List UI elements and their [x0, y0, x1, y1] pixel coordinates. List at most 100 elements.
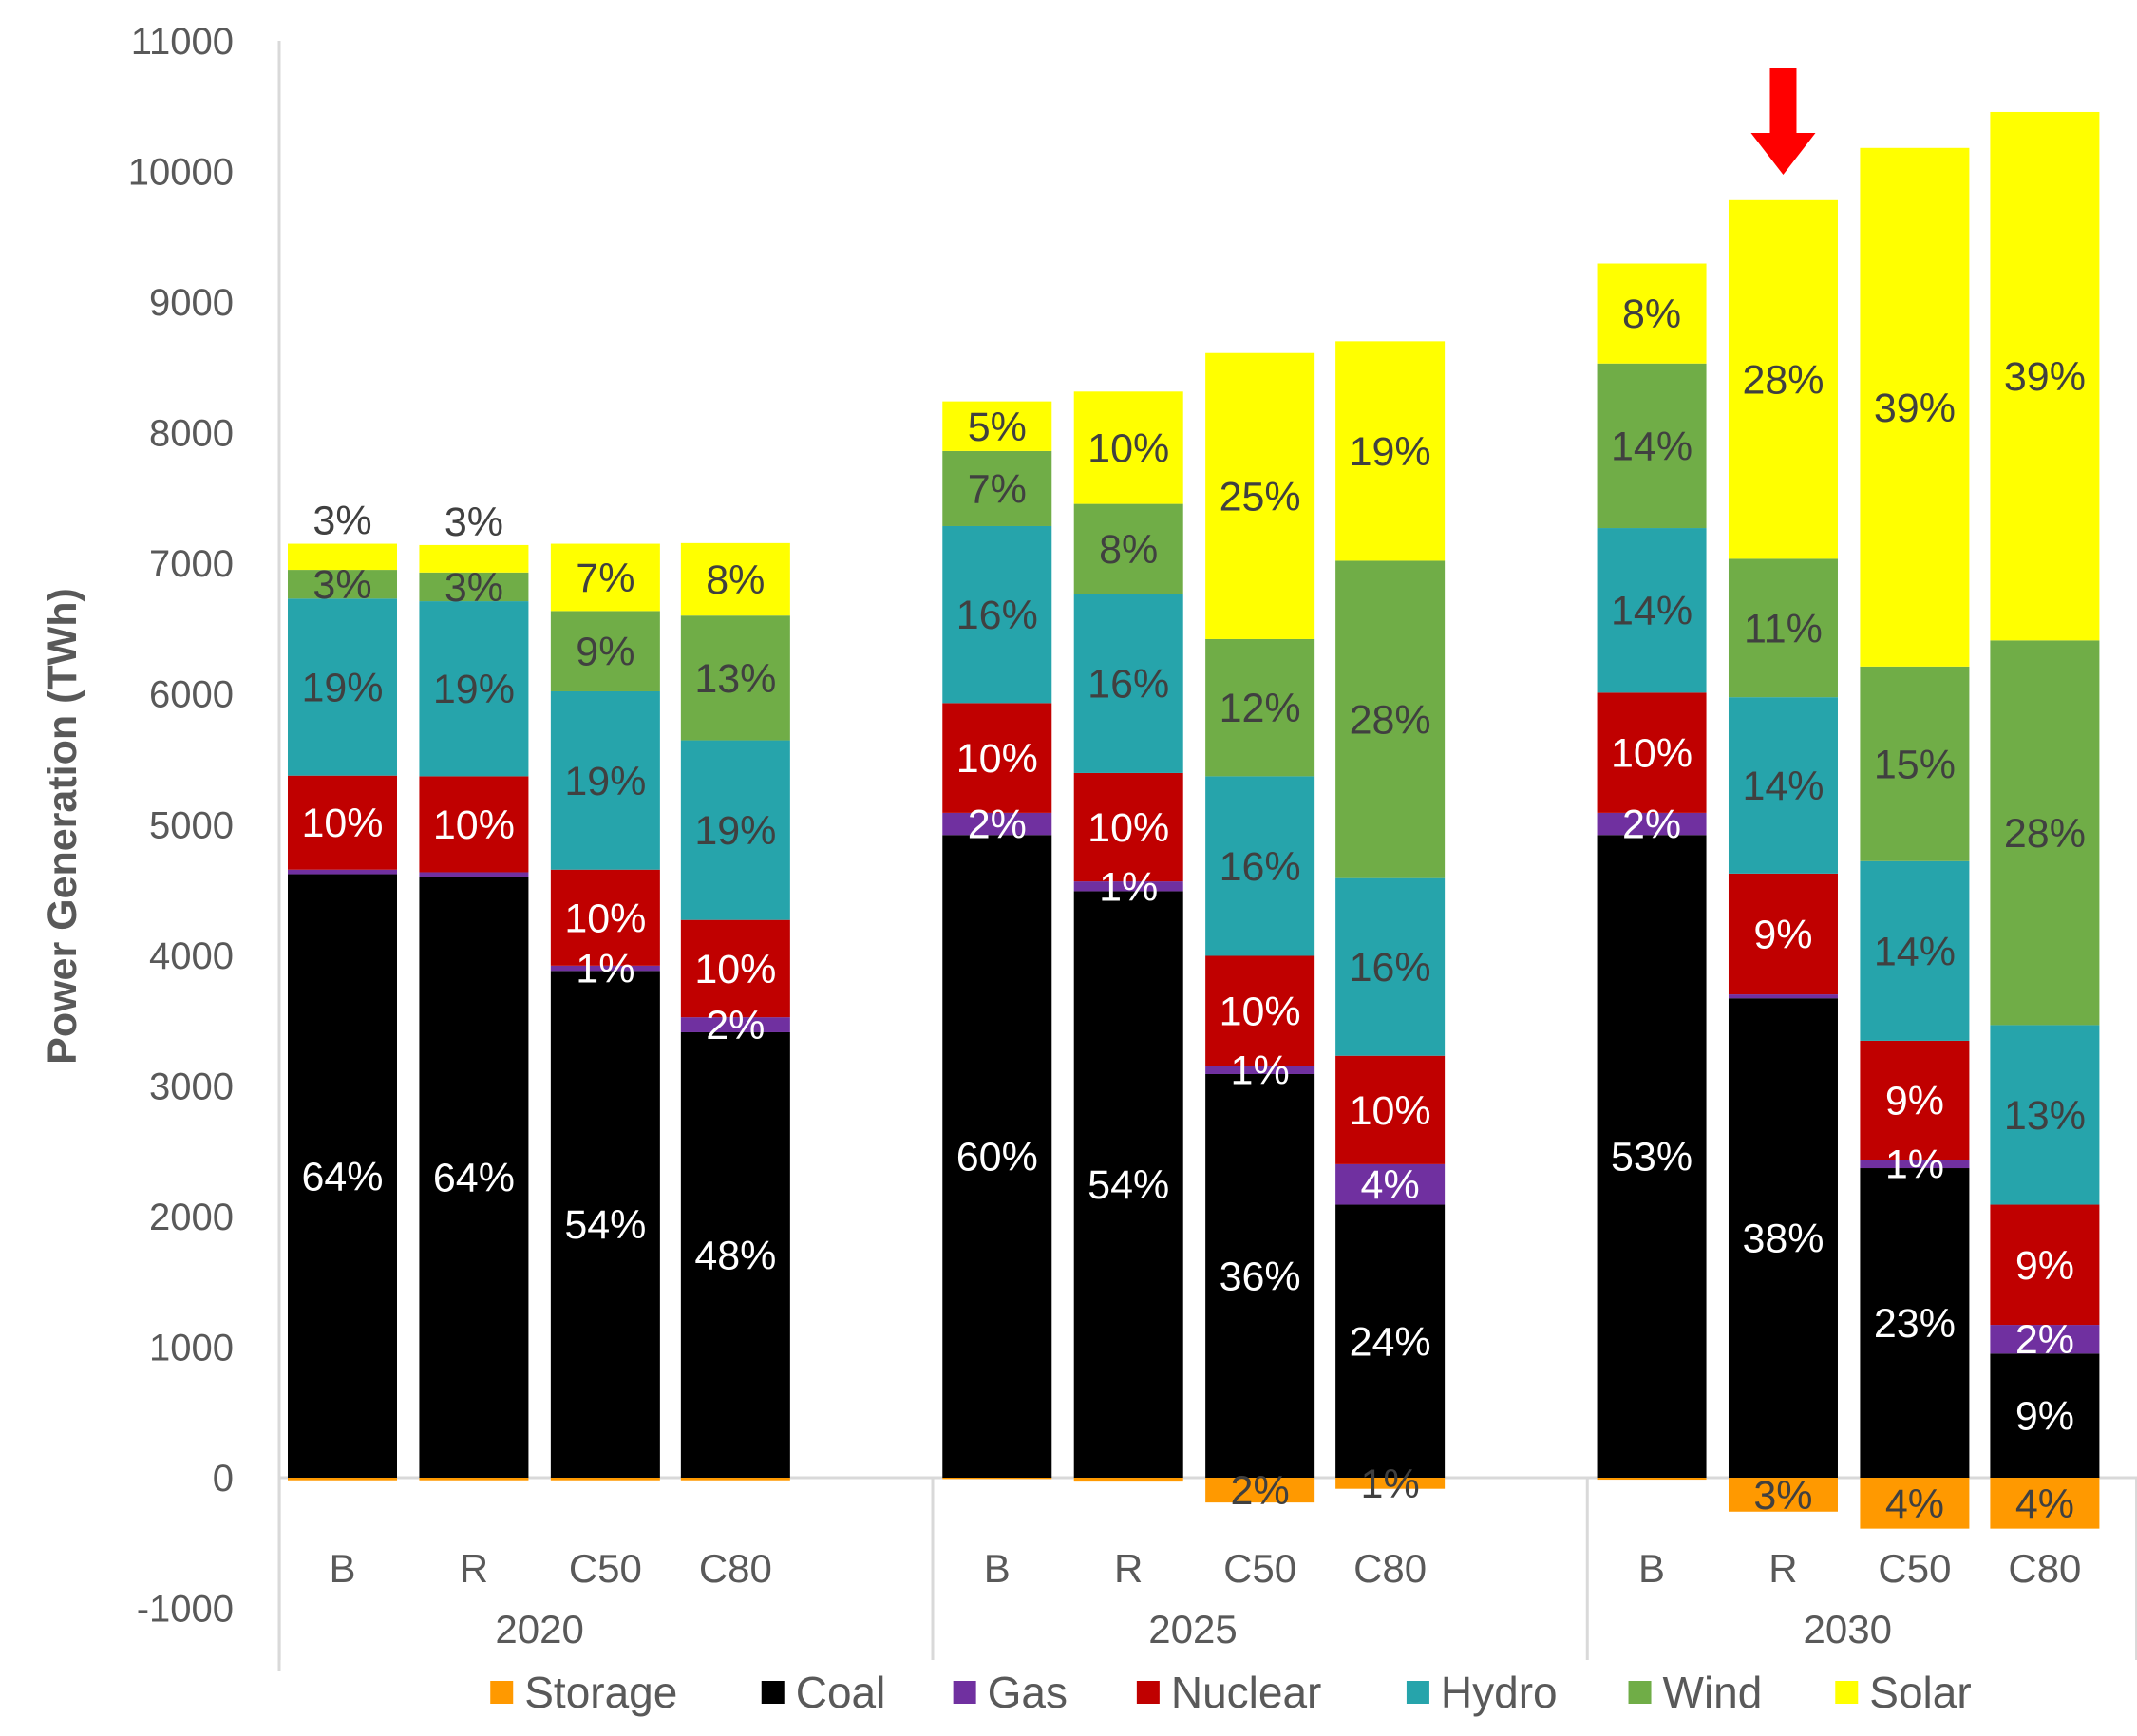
bar-segment-solar	[1728, 199, 1838, 559]
red-arrow-icon	[1750, 68, 1816, 175]
data-label-solar: 7%	[576, 556, 634, 601]
bar-segment-hydro	[1990, 1025, 2100, 1205]
data-label-hydro: 14%	[1611, 589, 1693, 634]
bar-segment-hydro	[1073, 594, 1183, 773]
bar-segment-storage	[680, 1478, 790, 1481]
bar-segment-gas	[1597, 812, 1707, 836]
bar-segment-nuclear	[550, 869, 660, 966]
data-label-wind: 7%	[968, 466, 1027, 512]
data-label-nuclear: 9%	[1885, 1078, 1944, 1123]
legend-item-coal: Coal	[761, 1668, 886, 1717]
data-label-solar: 39%	[1874, 386, 1956, 431]
legend-label: Storage	[524, 1668, 677, 1717]
bar-segment-wind	[1073, 503, 1183, 594]
bar-segment-gas	[1990, 1325, 2100, 1354]
legend-item-storage: Storage	[490, 1668, 677, 1717]
bar-segment-solar	[1597, 263, 1707, 364]
data-label-coal: 48%	[694, 1233, 776, 1278]
bar-segment-gas	[1073, 881, 1183, 892]
y-tick-label: 6000	[149, 674, 234, 716]
bar-segment-coal	[1597, 835, 1707, 1478]
data-label-coal: 9%	[2015, 1394, 2074, 1440]
data-label-wind: 12%	[1220, 686, 1301, 731]
data-label-solar: 5%	[968, 405, 1027, 450]
data-label-gas: 1%	[576, 947, 634, 992]
y-tick-label: 3000	[149, 1066, 234, 1107]
data-label-coal: 23%	[1874, 1301, 1956, 1347]
data-label-solar: 28%	[1742, 358, 1824, 404]
data-label-nuclear: 9%	[2015, 1243, 2074, 1289]
bar-segment-storage	[1073, 1478, 1183, 1482]
legend-label: Nuclear	[1171, 1668, 1322, 1717]
data-label-solar: 25%	[1220, 474, 1301, 519]
x-tick-label: C80	[699, 1546, 772, 1591]
bar-segment-coal	[1335, 1204, 1446, 1478]
legend-label: Gas	[988, 1668, 1068, 1717]
data-label-nuclear: 10%	[301, 801, 383, 846]
y-tick-label: 11000	[131, 21, 234, 63]
data-label-solar: 10%	[1087, 425, 1169, 471]
legend-item-solar: Solar	[1835, 1668, 1972, 1717]
bar-segment-storage	[1335, 1478, 1446, 1489]
data-label-wind: 28%	[1350, 698, 1431, 744]
data-label-hydro: 19%	[564, 759, 646, 804]
data-label-solar: 8%	[706, 557, 765, 603]
data-label-coal: 54%	[564, 1202, 646, 1248]
data-label-coal: 54%	[1087, 1162, 1169, 1208]
bar-segment-coal	[1990, 1353, 2100, 1478]
y-tick-label: 0	[213, 1458, 234, 1500]
bar-segment-hydro	[1860, 860, 1970, 1041]
data-label-storage: 4%	[1885, 1481, 1944, 1527]
bar-segment-nuclear	[1990, 1204, 2100, 1326]
data-label-coal: 38%	[1742, 1217, 1824, 1262]
data-label-hydro: 16%	[956, 593, 1038, 638]
bars	[288, 111, 2100, 1529]
data-label-gas: 1%	[1231, 1048, 1290, 1094]
bar-segment-solar	[680, 542, 790, 616]
data-label-nuclear: 10%	[1087, 805, 1169, 851]
y-tick-label: 7000	[149, 543, 234, 585]
data-label-coal: 60%	[956, 1135, 1038, 1180]
bar-segment-gas	[1335, 1163, 1446, 1205]
bar-segment-wind	[1597, 363, 1707, 529]
x-tick-label: B	[329, 1546, 355, 1591]
legend-swatch	[761, 1681, 785, 1704]
data-label-hydro: 16%	[1087, 662, 1169, 708]
bar-segment-coal	[1205, 1073, 1315, 1478]
bar-segment-solar	[419, 544, 529, 573]
data-label-wind: 3%	[444, 565, 503, 611]
data-label-wind: 14%	[1611, 424, 1693, 469]
data-label-wind: 8%	[1099, 527, 1158, 573]
data-label-hydro: 19%	[694, 808, 776, 854]
bar-segment-gas	[1205, 1066, 1315, 1074]
legend-label: Solar	[1869, 1668, 1971, 1717]
legend-label: Hydro	[1441, 1668, 1558, 1717]
bar-segment-hydro	[419, 601, 529, 777]
data-label-solar: 8%	[1622, 292, 1681, 337]
data-label-gas: 2%	[968, 802, 1027, 848]
data-label-coal: 53%	[1611, 1135, 1693, 1180]
legend-item-wind: Wind	[1628, 1668, 1762, 1717]
x-tick-label: R	[1768, 1546, 1797, 1591]
data-label-hydro: 14%	[1874, 929, 1956, 974]
bar-segment-nuclear	[288, 775, 397, 870]
bar-segment-wind	[1990, 640, 2100, 1026]
bar-segment-solar	[1990, 111, 2100, 641]
x-tick-label: B	[1638, 1546, 1665, 1591]
bar-segment-hydro	[1335, 877, 1446, 1056]
data-label-storage: 4%	[2015, 1481, 2074, 1527]
bar-segment-gas	[680, 1017, 790, 1032]
data-label-solar: 39%	[2004, 354, 2086, 400]
data-label-nuclear: 10%	[956, 736, 1038, 782]
bar-segment-wind	[1205, 638, 1315, 777]
bar-segment-coal	[288, 874, 397, 1478]
legend-label: Coal	[796, 1668, 886, 1717]
legend-item-gas: Gas	[953, 1668, 1068, 1717]
bar-segment-nuclear	[942, 703, 1052, 813]
x-tick-label: C50	[1878, 1546, 1951, 1591]
bar-segment-storage	[1728, 1478, 1838, 1512]
data-label-gas: 2%	[706, 1003, 765, 1048]
bar-segment-storage	[942, 1478, 1052, 1480]
bar-segment-coal	[942, 835, 1052, 1478]
bar-segment-coal	[550, 971, 660, 1478]
